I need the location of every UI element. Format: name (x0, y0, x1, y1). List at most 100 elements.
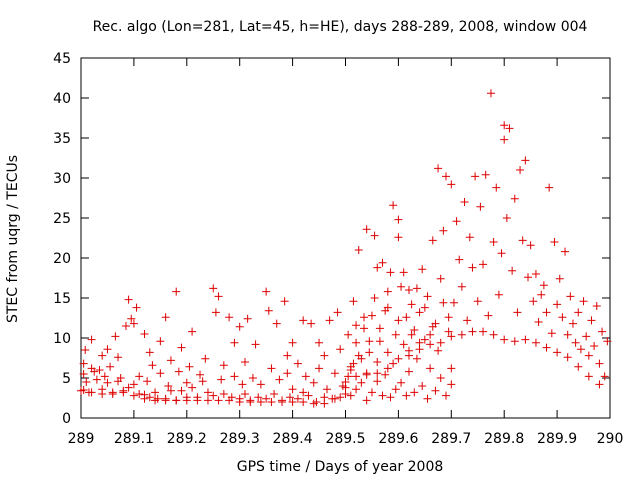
x-tick-label: 289 (68, 431, 95, 447)
data-point (346, 366, 355, 374)
data-point (352, 321, 361, 330)
data-point (471, 172, 480, 181)
data-point (426, 364, 435, 373)
data-point (299, 316, 308, 325)
data-point (553, 348, 562, 357)
data-point (177, 343, 186, 352)
data-point (304, 391, 313, 400)
data-point (307, 319, 316, 328)
x-tick-label: 289.6 (378, 431, 418, 447)
data-point (500, 135, 509, 144)
y-axis: 0 5 10 15 20 25 30 35 40 45 (53, 51, 610, 427)
data-point (399, 268, 408, 277)
data-point (442, 172, 451, 181)
data-point (362, 225, 371, 234)
data-point (367, 388, 376, 397)
data-point (275, 375, 284, 384)
data-point (574, 308, 583, 317)
x-tick-label: 289.7 (431, 431, 471, 447)
x-tick-label: 289.1 (114, 431, 154, 447)
data-point (285, 393, 294, 402)
data-point (500, 121, 509, 130)
data-point (315, 364, 324, 373)
data-point (336, 393, 345, 402)
data-point (320, 351, 329, 360)
data-point (166, 386, 175, 395)
data-point (198, 377, 207, 386)
data-point (412, 354, 421, 363)
data-point (79, 359, 88, 368)
data-point (529, 297, 538, 306)
data-point (322, 385, 331, 394)
data-point (196, 370, 205, 379)
data-point (426, 340, 435, 349)
data-point (344, 330, 353, 339)
data-point (166, 356, 175, 365)
data-point (412, 284, 421, 293)
data-point (299, 398, 308, 406)
plot-frame (80, 57, 611, 419)
data-point (391, 330, 400, 339)
data-point (87, 335, 96, 344)
data-point (555, 274, 564, 283)
data-point (558, 313, 567, 322)
data-point (386, 268, 395, 277)
data-point (418, 382, 427, 390)
data-point (336, 345, 345, 354)
data-point (203, 396, 212, 405)
data-point (420, 303, 429, 312)
data-point (188, 327, 197, 336)
data-point (106, 362, 115, 371)
data-point (77, 386, 85, 395)
data-point (410, 326, 419, 334)
data-point (185, 362, 194, 371)
data-point (444, 327, 453, 336)
data-point (95, 366, 104, 374)
data-point (428, 236, 437, 245)
data-point (394, 215, 403, 224)
data-point (278, 398, 287, 406)
data-point (431, 319, 440, 328)
data-point (434, 346, 443, 355)
data-point (301, 372, 310, 381)
data-point (463, 316, 472, 325)
data-point (550, 238, 559, 246)
data-point (455, 255, 464, 264)
data-point (240, 358, 249, 366)
data-point (111, 332, 120, 341)
data-point (576, 345, 585, 354)
data-point (587, 316, 596, 325)
data-point (315, 338, 324, 347)
data-point (404, 351, 413, 360)
data-point (230, 372, 239, 381)
data-point (129, 391, 138, 400)
data-point (214, 396, 223, 405)
data-point (225, 313, 234, 322)
data-point (394, 233, 403, 242)
y-tick-label: 25 (53, 211, 71, 227)
data-point (545, 183, 554, 192)
data-point (521, 335, 530, 344)
data-point (500, 335, 509, 344)
data-point (217, 375, 226, 384)
x-tick-label: 289.5 (325, 431, 365, 447)
data-point (264, 306, 273, 315)
data-point (143, 377, 152, 386)
data-point (267, 364, 276, 373)
data-point (373, 263, 382, 272)
data-point (542, 308, 551, 317)
data-point (531, 270, 540, 278)
data-point (333, 308, 342, 317)
data-point (288, 385, 297, 394)
data-point (497, 249, 506, 258)
data-point (219, 390, 228, 398)
data-point (156, 369, 165, 378)
data-point (494, 290, 503, 299)
data-point (201, 354, 210, 363)
data-point (219, 361, 228, 370)
x-tick-label: 289.3 (220, 431, 260, 447)
data-point (140, 394, 149, 403)
data-point (407, 300, 416, 309)
data-point (410, 388, 419, 397)
y-axis-label: STEC from uqrg / TECUs (5, 155, 21, 323)
